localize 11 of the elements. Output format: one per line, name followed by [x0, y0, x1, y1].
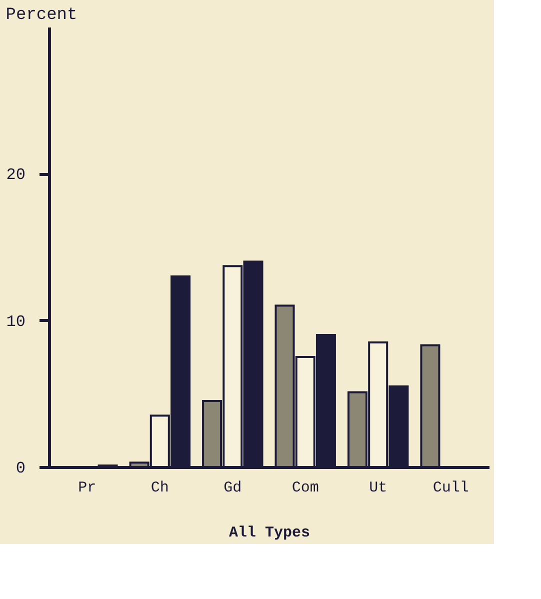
chart-title: Percent — [6, 6, 78, 25]
y-tick-label: 0 — [16, 460, 26, 478]
x-tick-label: Ch — [150, 480, 169, 496]
y-tick-label: 10 — [6, 312, 26, 331]
x-tick-label: Cull — [432, 480, 469, 496]
x-axis-title: All Types — [228, 524, 310, 542]
x-tick-label: Pr — [78, 480, 96, 496]
x-tick-label: Com — [292, 480, 319, 496]
x-tick-label: Ut — [369, 480, 388, 496]
x-tick-label: Gd — [224, 480, 242, 496]
y-tick-label: 20 — [6, 166, 26, 184]
